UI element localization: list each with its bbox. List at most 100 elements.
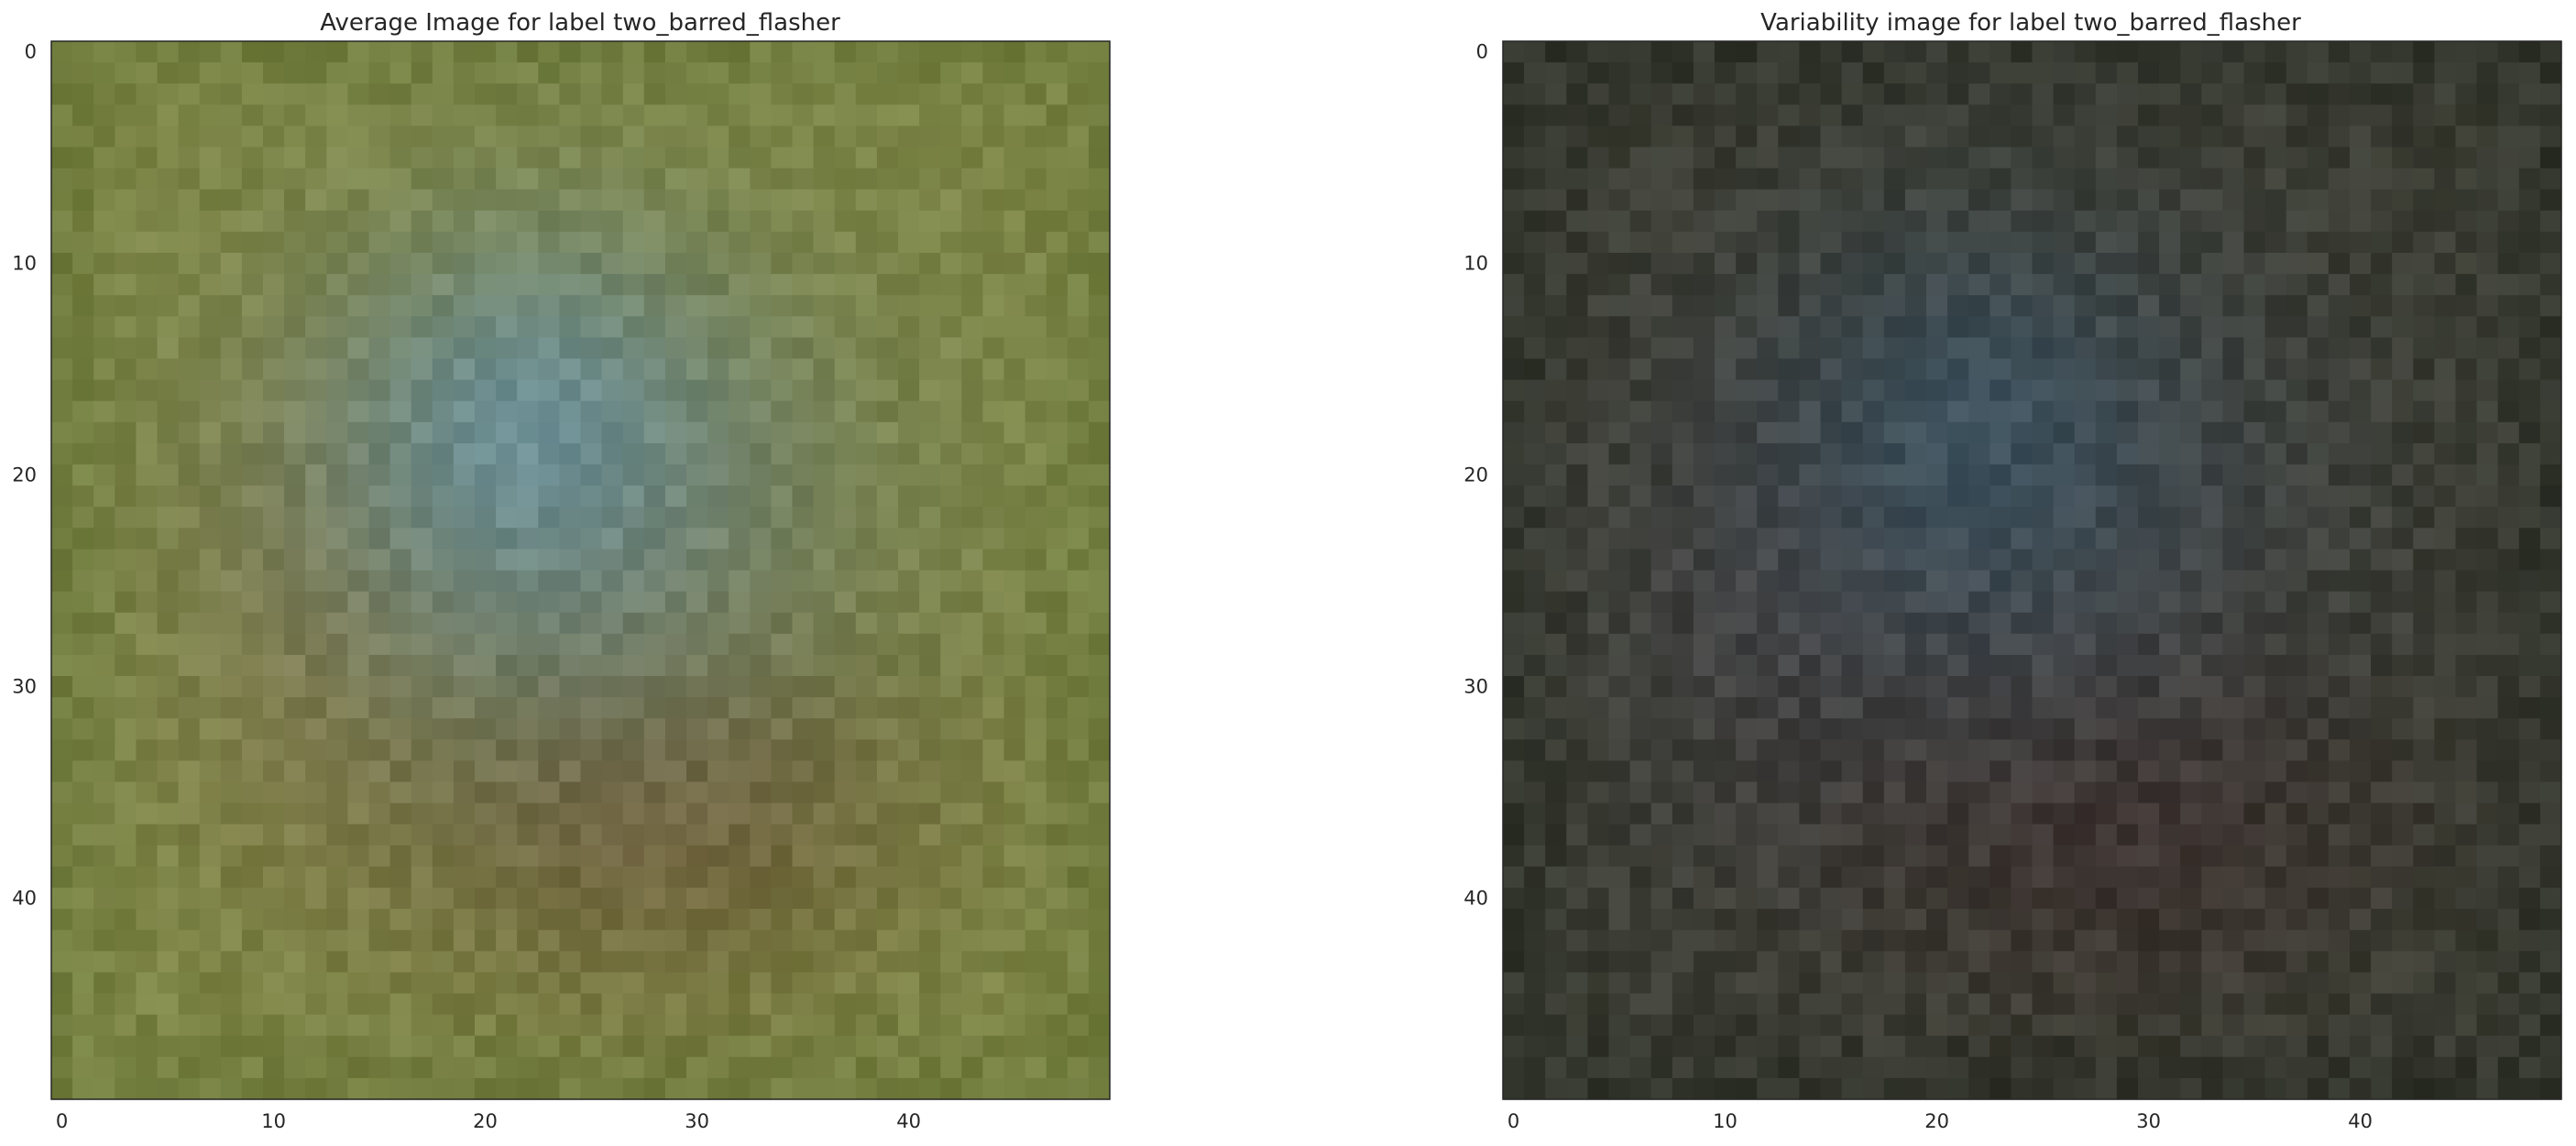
- heatmap-cell: [1067, 231, 1090, 254]
- heatmap-cell: [2455, 760, 2478, 783]
- heatmap-cell: [622, 697, 645, 719]
- heatmap-cell: [1067, 274, 1090, 296]
- heatmap-cell: [51, 358, 73, 381]
- heatmap-cell: [2286, 633, 2308, 656]
- heatmap-cell: [1757, 1056, 1779, 1079]
- heatmap-cell: [305, 231, 327, 254]
- heatmap-cell: [1693, 189, 1716, 212]
- heatmap-cell: [1650, 781, 1673, 804]
- heatmap-cell: [2539, 274, 2562, 296]
- heatmap-cell: [2095, 83, 2118, 105]
- heatmap-cell: [2138, 295, 2160, 317]
- heatmap-cell: [2074, 1077, 2097, 1100]
- heatmap-cell: [432, 930, 455, 952]
- heatmap-cell: [855, 909, 878, 931]
- heatmap-cell: [876, 528, 899, 550]
- heatmap-cell: [750, 316, 772, 338]
- heatmap-cell: [136, 1056, 159, 1079]
- heatmap-cell: [517, 760, 539, 783]
- heatmap-cell: [1883, 1014, 1906, 1037]
- heatmap-cell: [1883, 781, 1906, 804]
- heatmap-cell: [855, 62, 878, 84]
- heatmap-cell: [1990, 253, 2011, 275]
- heatmap-cell: [305, 104, 327, 126]
- heatmap-cell: [51, 1014, 73, 1037]
- heatmap-cell: [178, 231, 201, 254]
- heatmap-cell: [2053, 951, 2076, 973]
- heatmap-cell: [1904, 379, 1927, 402]
- heatmap-cell: [326, 528, 348, 550]
- heatmap-cell: [643, 612, 666, 635]
- heatmap-cell: [496, 41, 518, 63]
- heatmap-cell: [1003, 358, 1026, 381]
- heatmap-cell: [326, 1077, 348, 1100]
- heatmap-cell: [1025, 442, 1047, 465]
- heatmap-cell: [1778, 570, 1800, 593]
- heatmap-cell: [2243, 442, 2266, 465]
- heatmap-cell: [2476, 379, 2499, 402]
- heatmap-cell: [2476, 104, 2499, 126]
- heatmap-cell: [411, 654, 433, 677]
- heatmap-cell: [93, 1035, 115, 1058]
- heatmap-cell: [220, 570, 243, 593]
- heatmap-cell: [1067, 41, 1090, 63]
- heatmap-cell: [2053, 676, 2076, 698]
- heatmap-cell: [686, 739, 708, 761]
- heatmap-cell: [389, 760, 412, 783]
- heatmap-cell: [940, 1077, 962, 1100]
- heatmap-cell: [284, 442, 306, 465]
- heatmap-cell: [1693, 549, 1716, 572]
- heatmap-cell: [263, 930, 285, 952]
- heatmap-cell: [305, 316, 327, 338]
- heatmap-cell: [199, 697, 222, 719]
- heatmap-cell: [707, 972, 729, 995]
- heatmap-cell: [2095, 231, 2118, 254]
- heatmap-cell: [855, 781, 878, 804]
- heatmap-cell: [1820, 739, 1843, 761]
- heatmap-cell: [2307, 591, 2329, 614]
- heatmap-cell: [2392, 316, 2414, 338]
- heatmap-cell: [1968, 972, 1990, 995]
- heatmap-cell: [2434, 337, 2457, 360]
- heatmap-cell: [876, 802, 899, 825]
- heatmap-cell: [2032, 147, 2055, 169]
- heatmap-cell: [601, 866, 624, 889]
- heatmap-cell: [2011, 83, 2033, 105]
- heatmap-cell: [284, 866, 306, 889]
- heatmap-cell: [1904, 1035, 1927, 1058]
- heatmap-cell: [2264, 654, 2287, 677]
- heatmap-cell: [1587, 951, 1610, 973]
- heatmap-cell: [2413, 993, 2435, 1016]
- heatmap-cell: [729, 591, 751, 614]
- heatmap-cell: [2392, 41, 2414, 63]
- heatmap-cell: [2138, 486, 2160, 508]
- heatmap-cell: [517, 253, 539, 275]
- heatmap-cell: [432, 739, 455, 761]
- heatmap-cell: [1862, 591, 1885, 614]
- heatmap-cell: [2138, 316, 2160, 338]
- heatmap-cell: [2243, 697, 2266, 719]
- heatmap-cell: [157, 993, 180, 1016]
- heatmap-cell: [199, 41, 222, 63]
- heatmap-cell: [2264, 379, 2287, 402]
- heatmap-cell: [1778, 760, 1800, 783]
- heatmap-cell: [241, 442, 264, 465]
- heatmap-cell: [1926, 528, 1948, 550]
- heatmap-cell: [115, 210, 137, 233]
- heatmap-cell: [1757, 781, 1779, 804]
- heatmap-cell: [51, 718, 73, 740]
- heatmap-cell: [1736, 379, 1758, 402]
- heatmap-cell: [2307, 972, 2329, 995]
- heatmap-cell: [707, 528, 729, 550]
- heatmap-cell: [919, 528, 941, 550]
- heatmap-cell: [813, 316, 836, 338]
- heatmap-cell: [517, 421, 539, 444]
- heatmap-cell: [982, 972, 1005, 995]
- heatmap-cell: [496, 421, 518, 444]
- heatmap-cell: [2328, 337, 2351, 360]
- heatmap-cell: [2180, 654, 2202, 677]
- heatmap-cell: [93, 654, 115, 677]
- heatmap-cell: [432, 231, 455, 254]
- heatmap-cell: [2180, 486, 2202, 508]
- heatmap-cell: [1968, 591, 1990, 614]
